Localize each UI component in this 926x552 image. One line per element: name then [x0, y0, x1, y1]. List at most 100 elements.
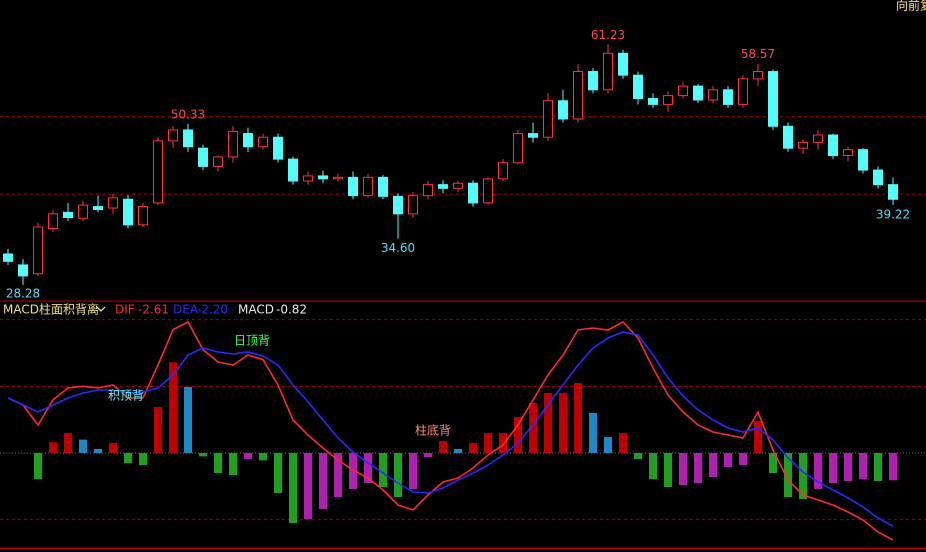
low-label: 28.28 [6, 287, 40, 301]
adjust-label: 向前复 [896, 0, 926, 13]
macd-bar [844, 453, 852, 481]
macd-bar [559, 393, 567, 453]
line-dif [7, 320, 894, 541]
macd-bar [679, 453, 687, 485]
macd-bar [544, 393, 552, 453]
candle-body [378, 176, 388, 197]
high-label: 61.23 [591, 28, 625, 42]
macd-bar [889, 453, 897, 481]
macd-bar [364, 453, 372, 483]
candle-body [693, 85, 703, 101]
macd-bar [304, 453, 312, 519]
candle-body [753, 71, 763, 80]
macd-bar [649, 453, 657, 479]
macd-bar [259, 453, 267, 461]
candle-body [558, 100, 568, 120]
candle-body [348, 176, 358, 197]
candle-body [213, 156, 223, 167]
macd-bar [799, 453, 807, 499]
annotation: 日顶背 [234, 334, 270, 348]
legend-value: -2.61 [138, 303, 169, 317]
candle-body [603, 52, 613, 91]
macd-bar [94, 449, 102, 453]
candle-body [648, 98, 658, 105]
candle-body [363, 176, 373, 197]
candle-body [198, 147, 208, 167]
macd-bar [754, 421, 762, 453]
macd-bar [379, 453, 387, 487]
macd-bar [499, 433, 507, 453]
legend-name: DIF [115, 303, 135, 317]
macd-bar [19, 453, 27, 454]
candle-body [768, 71, 778, 127]
macd-bar [214, 453, 222, 473]
macd-bar [229, 453, 237, 475]
candle-body [33, 226, 43, 275]
candle-body [588, 71, 598, 91]
macd-bar [484, 433, 492, 453]
candle-body [153, 140, 163, 204]
candle-body [708, 89, 718, 101]
candle-body [228, 130, 238, 158]
annotation: 积顶背 [108, 389, 144, 403]
candle-body [633, 74, 643, 100]
low-label: 34.60 [381, 241, 415, 255]
legend-value: -2.20 [197, 303, 228, 317]
macd-bar [64, 433, 72, 453]
candle-body [513, 133, 523, 164]
macd-bar [769, 453, 777, 473]
annotation: 柱底背 [415, 423, 451, 438]
candle-body [288, 158, 298, 182]
macd-bar [619, 433, 627, 453]
candle-body [468, 182, 478, 204]
macd-bar [589, 413, 597, 453]
candle-body [78, 204, 88, 219]
candle-body [738, 78, 748, 105]
macd-bar [199, 453, 207, 457]
macd-bar [169, 362, 177, 453]
macd-bar [274, 453, 282, 493]
macd-bar [814, 453, 822, 489]
macd-bar [574, 383, 582, 453]
candle-body [183, 129, 193, 148]
candle-body [678, 85, 688, 97]
macd-bar [529, 403, 537, 453]
high-label: 50.33 [171, 107, 205, 121]
candle-body [828, 134, 838, 156]
candle-body [543, 100, 553, 138]
candle-body [483, 178, 493, 204]
candle-body [108, 197, 118, 209]
macd-bar [709, 453, 717, 477]
candle-body [573, 71, 583, 120]
candle-body [333, 176, 343, 180]
macd-bar [34, 453, 42, 479]
macd-bar [424, 453, 432, 457]
legend-name: MACD [238, 303, 274, 317]
macd-bar [784, 453, 792, 497]
candle-body [168, 129, 178, 142]
macd-bar [79, 439, 87, 453]
macd-bar [139, 453, 147, 465]
macd-bar [454, 449, 462, 453]
high-label: 58.57 [741, 47, 775, 61]
macd-bar [349, 453, 357, 489]
candle-body [258, 136, 268, 148]
macd-bar [664, 453, 672, 487]
legend-value: -0.82 [276, 303, 307, 317]
candle-body [618, 52, 628, 76]
dropdown-icon[interactable] [96, 306, 106, 312]
candle-body [18, 264, 28, 277]
candle-body [858, 149, 868, 171]
macd-bar [49, 442, 57, 453]
macd-bar [244, 453, 252, 459]
candle-body [3, 253, 13, 262]
candle-body [93, 206, 103, 210]
macd-bar [109, 443, 117, 453]
candle-body [498, 162, 508, 180]
macd-bar [409, 453, 417, 489]
line-dea [7, 331, 894, 528]
candle-body [663, 95, 673, 105]
indicator-title: MACD柱面积背离 [3, 302, 99, 317]
macd-bar [469, 443, 477, 453]
